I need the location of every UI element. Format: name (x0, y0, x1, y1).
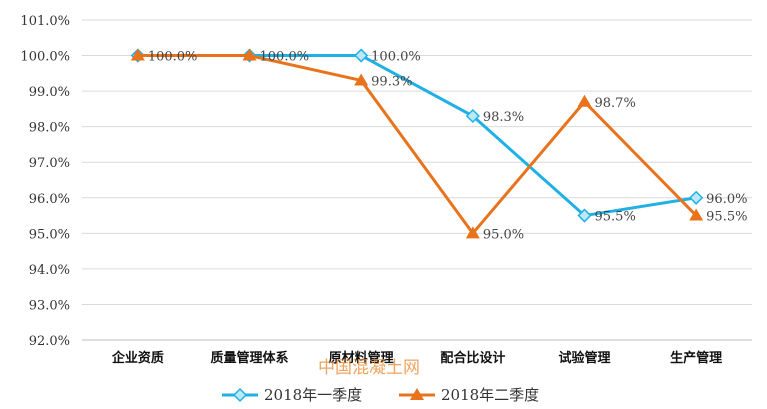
y-tick-label: 99.0% (29, 85, 70, 100)
diamond-marker (465, 108, 480, 124)
y-tick-label: 93.0% (29, 298, 70, 313)
data-label: 98.3% (483, 110, 524, 125)
series-layer (130, 48, 704, 239)
y-tick-label: 95.0% (29, 227, 70, 242)
data-labels: 100.0% 98.3% 95.5% 96.0% 100.0% 100.0% 99.3% 95… (148, 50, 748, 243)
diamond-marker (354, 48, 369, 63)
x-tick-label: 试验管理 (558, 350, 610, 366)
y-axis: 101.0% 100.0% 99.0% 98.0% 97.0% 96.0% 95.0% 94.… (20, 14, 70, 349)
legend-label-q1: 2018年一季度 (264, 386, 362, 404)
x-tick-label: 质量管理体系 (210, 350, 288, 366)
diamond-marker (577, 208, 592, 223)
triangle-marker (130, 48, 145, 61)
x-axis: 企业资质 质量管理体系 原材料管理 配合比设计 试验管理 生产管理 (111, 350, 722, 366)
x-tick-label: 配合比设计 (440, 350, 505, 366)
data-label: 95.5% (595, 210, 636, 225)
x-tick-label: 生产管理 (670, 350, 722, 366)
data-label: 100.0% (260, 50, 310, 65)
grid-lines (82, 19, 752, 341)
legend-item-q2: 2018年二季度 (399, 386, 539, 404)
data-label: 95.5% (706, 210, 747, 225)
x-tick-label: 企业资质 (111, 350, 164, 366)
data-label: 99.3% (371, 74, 412, 89)
data-label: 100.0% (148, 50, 198, 65)
y-tick-label: 94.0% (29, 263, 70, 278)
data-label: 100.0% (371, 50, 421, 65)
watermark: 中国混凝土网 (318, 358, 420, 378)
y-tick-label: 100.0% (20, 50, 70, 65)
data-label: 95.0% (483, 227, 524, 242)
diamond-marker (689, 190, 704, 205)
triangle-marker (577, 94, 592, 107)
legend: 2018年一季度 2018年二季度 (222, 386, 539, 404)
y-tick-label: 96.0% (29, 192, 70, 207)
legend-item-q1: 2018年一季度 (222, 386, 362, 404)
series-2 (130, 48, 704, 239)
triangle-marker (465, 226, 480, 239)
triangle-marker (689, 208, 704, 221)
triangle-marker (242, 48, 257, 61)
y-tick-label: 98.0% (29, 121, 70, 136)
y-tick-label: 97.0% (29, 156, 70, 171)
series-line (137, 54, 698, 235)
y-tick-label: 92.0% (29, 334, 70, 349)
legend-label-q2: 2018年二季度 (441, 386, 539, 404)
y-tick-label: 101.0% (20, 14, 70, 29)
data-label: 96.0% (706, 192, 747, 207)
triangle-marker (354, 73, 369, 86)
x-tick-label: 原材料管理 (329, 350, 394, 366)
series-line (137, 54, 697, 218)
data-label: 98.7% (595, 96, 636, 111)
